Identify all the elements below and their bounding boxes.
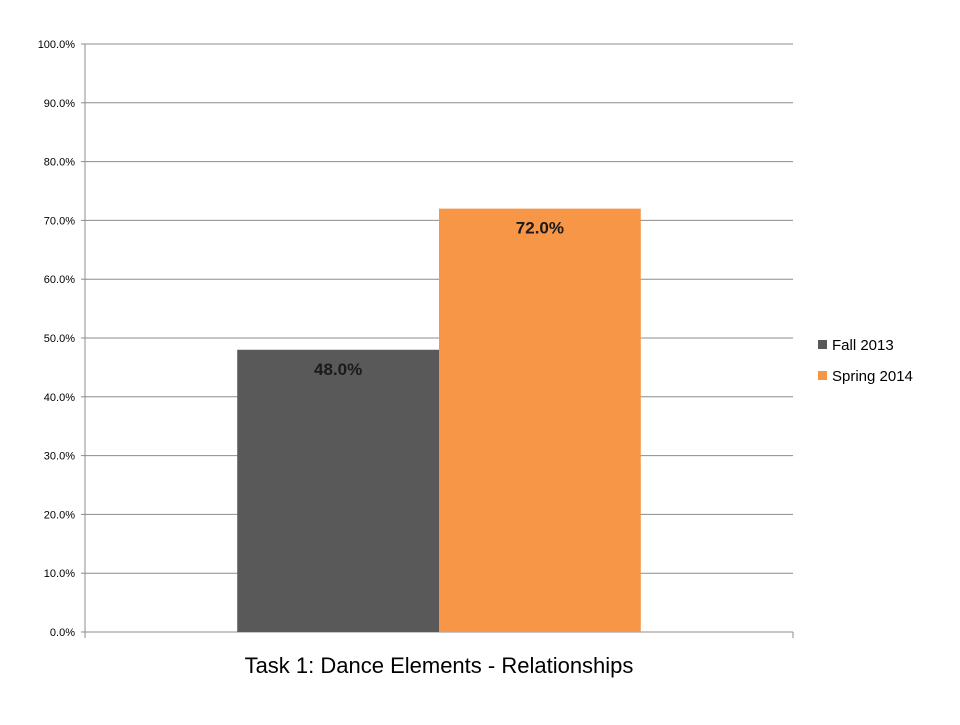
y-axis-tick-labels: 0.0% 10.0% 20.0% 30.0% 40.0% 50.0% 60.0% 70.0% 8…	[38, 39, 76, 639]
bar-spring-2014	[439, 208, 641, 632]
bars	[237, 208, 641, 632]
y-tick-label: 60.0%	[44, 274, 75, 286]
legend-swatch	[818, 371, 827, 380]
legend: Fall 2013 Spring 2014	[818, 337, 913, 385]
y-tick-label: 90.0%	[44, 98, 75, 110]
x-category-label: Task 1: Dance Elements - Relationships	[245, 653, 634, 678]
y-tick-label: 40.0%	[44, 392, 75, 404]
y-tick-label: 70.0%	[44, 215, 75, 227]
data-labels: 48.0% 72.0%	[314, 219, 564, 379]
x-axis-category: Task 1: Dance Elements - Relationships	[245, 653, 634, 678]
legend-swatch	[818, 340, 827, 349]
y-tick-label: 0.0%	[50, 627, 75, 639]
y-tick-label: 30.0%	[44, 451, 75, 463]
bar-fall-2013	[237, 349, 439, 632]
legend-label: Fall 2013	[832, 337, 894, 354]
y-tick-label: 20.0%	[44, 509, 75, 521]
y-tick-label: 50.0%	[44, 333, 75, 345]
data-label: 72.0%	[516, 219, 564, 238]
y-tick-label: 10.0%	[44, 568, 75, 580]
y-tick-label: 100.0%	[38, 39, 76, 51]
legend-label: Spring 2014	[832, 368, 913, 385]
data-label: 48.0%	[314, 360, 362, 379]
y-tick-label: 80.0%	[44, 157, 75, 169]
